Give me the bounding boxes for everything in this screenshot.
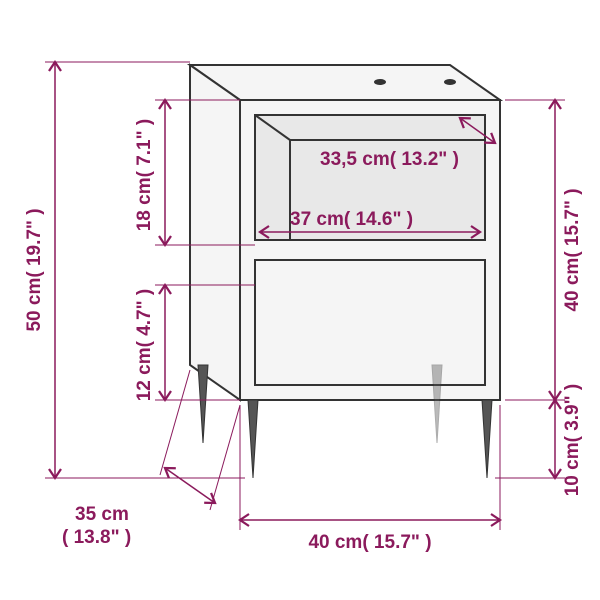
dim-label: 10 cm( 3.9" ): [562, 384, 583, 497]
dim-label: 40 cm( 15.7" ): [562, 188, 583, 311]
dim-label: 37 cm( 14.6" ): [290, 209, 413, 230]
dim-label: 33,5 cm( 13.2" ): [320, 149, 459, 170]
dimension-diagram: 50 cm( 19.7" ) 18 cm( 7.1" ) 12 cm( 4.7"…: [0, 0, 600, 600]
dim-label: 50 cm( 19.7" ): [24, 208, 45, 331]
dim-label: ( 13.8" ): [62, 527, 131, 548]
dim-width-bottom: 40 cm( 15.7" ): [240, 405, 500, 553]
dim-label: 18 cm( 7.1" ): [134, 119, 155, 232]
dim-label: 12 cm( 4.7" ): [134, 289, 155, 402]
dim-label: 40 cm( 15.7" ): [308, 532, 431, 553]
dim-label: 35 cm: [75, 504, 129, 525]
dim-leg-height: 10 cm( 3.9" ): [495, 384, 583, 497]
dim-side-height: 40 cm( 15.7" ): [505, 100, 583, 400]
